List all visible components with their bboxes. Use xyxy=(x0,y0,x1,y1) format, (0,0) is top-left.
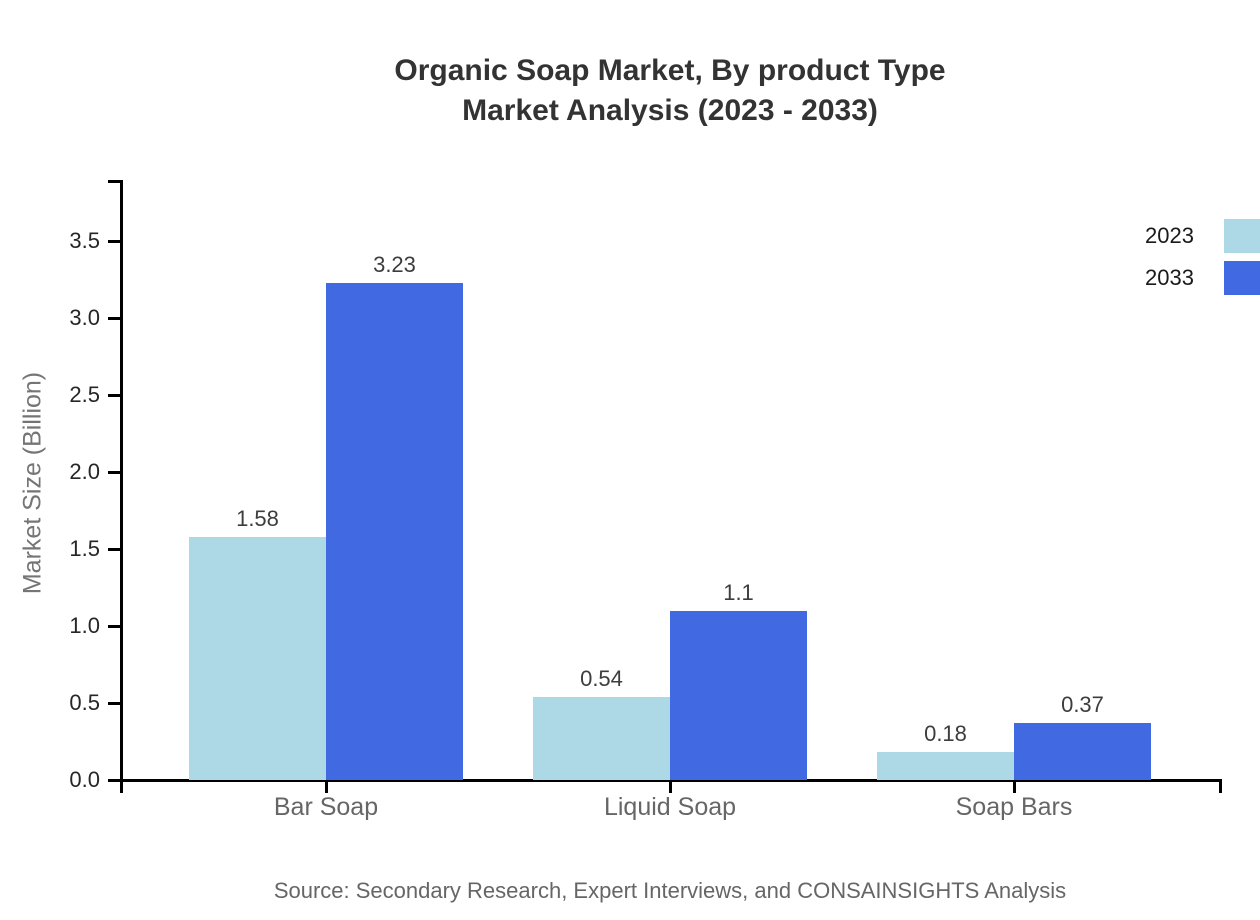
x-tick-bar-soap xyxy=(325,779,328,793)
legend-swatch-2033 xyxy=(1224,261,1260,295)
x-axis-spine xyxy=(108,779,1222,782)
value-label-2033-soap-bars: 0.37 xyxy=(1061,692,1104,718)
y-tick-label-1.5: 1.5 xyxy=(69,536,100,561)
y-tick-2.5 xyxy=(108,394,121,397)
value-label-2033-liquid-soap: 1.1 xyxy=(723,579,754,605)
legend-item-2033: 2033 xyxy=(1100,261,1260,295)
source-note: Source: Secondary Research, Expert Inter… xyxy=(273,878,1067,903)
y-tick-1.5 xyxy=(108,548,121,551)
y-tick-label-2.5: 2.5 xyxy=(69,382,100,407)
value-label-2033-bar-soap: 3.23 xyxy=(373,251,416,277)
legend-swatch-2023 xyxy=(1224,219,1260,253)
y-tick-label-3.5: 3.5 xyxy=(69,228,100,253)
y-tick-0.5 xyxy=(108,702,121,705)
bar-2023-liquid-soap xyxy=(533,696,670,780)
bar-2023-bar-soap xyxy=(189,536,326,780)
bar-2023-soap-bars xyxy=(877,752,1014,780)
category-label-bar-soap: Bar Soap xyxy=(273,793,379,821)
legend-label-2033: 2033 xyxy=(1145,265,1194,290)
category-label-soap-bars: Soap Bars xyxy=(955,793,1073,821)
y-tick-2.0 xyxy=(108,471,121,474)
y-axis-spine xyxy=(120,180,123,793)
y-tick-label-0.5: 0.5 xyxy=(69,690,100,715)
y-tick-3.0 xyxy=(108,317,121,320)
value-label-2023-bar-soap: 1.58 xyxy=(236,505,279,531)
x-tick-soap-bars xyxy=(1013,779,1016,793)
y-axis-end-cap xyxy=(108,180,121,183)
y-tick-1.0 xyxy=(108,625,121,628)
bar-2033-soap-bars xyxy=(1014,723,1151,780)
chart-title-line1: Organic Soap Market, By product Type xyxy=(394,54,946,87)
value-label-2023-soap-bars: 0.18 xyxy=(924,721,967,747)
x-tick-liquid-soap xyxy=(669,779,672,793)
legend-label-2023: 2023 xyxy=(1145,223,1194,248)
bar-2033-bar-soap xyxy=(326,282,463,780)
legend-item-2023: 2023 xyxy=(1100,219,1260,253)
y-tick-3.5 xyxy=(108,240,121,243)
y-tick-label-1.0: 1.0 xyxy=(69,613,100,638)
y-tick-0.0 xyxy=(108,779,121,782)
y-tick-label-3.0: 3.0 xyxy=(69,305,100,330)
category-label-liquid-soap: Liquid Soap xyxy=(603,793,737,821)
x-axis-end-cap xyxy=(1219,779,1222,793)
chart-title: Organic Soap Market, By product Type Mar… xyxy=(80,51,1260,131)
bar-2033-liquid-soap xyxy=(670,610,807,780)
chart-title-line2: Market Analysis (2023 - 2033) xyxy=(462,94,878,127)
y-tick-label-0.0: 0.0 xyxy=(69,767,100,792)
value-label-2023-liquid-soap: 0.54 xyxy=(580,665,623,691)
y-tick-label-2.0: 2.0 xyxy=(69,459,100,484)
